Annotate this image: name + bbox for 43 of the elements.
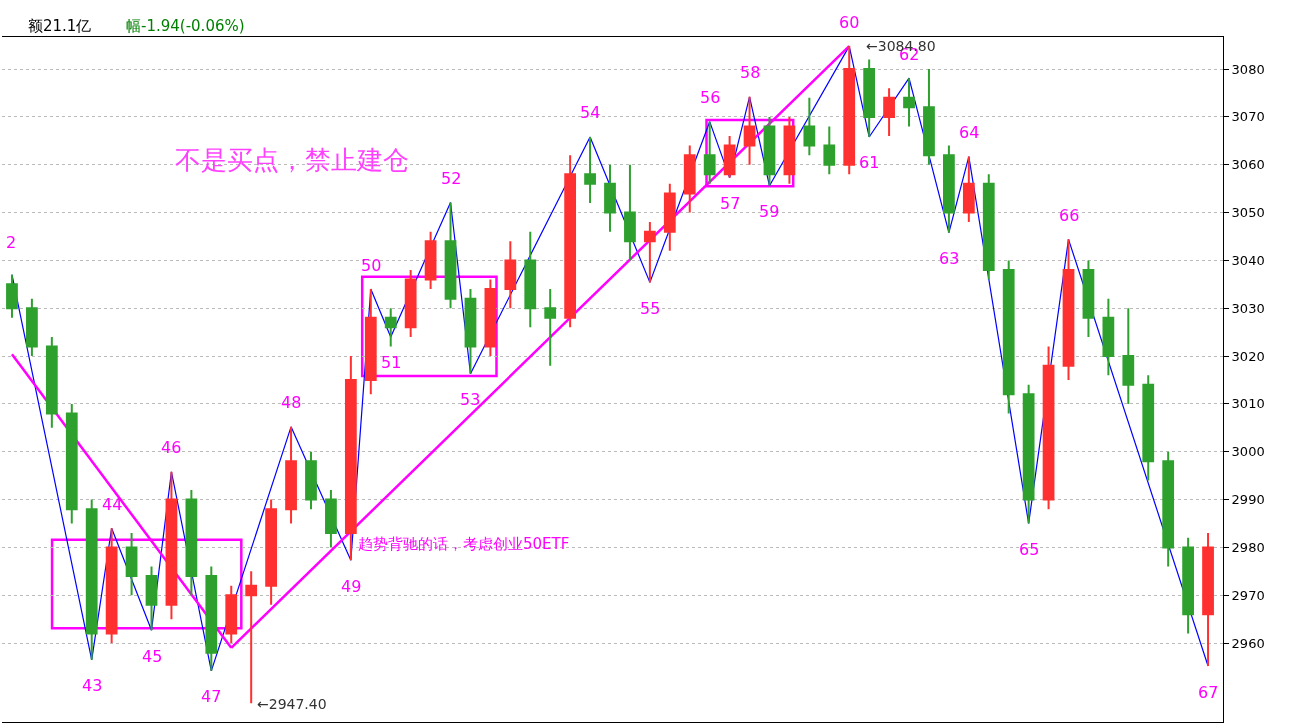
y-tick-label: 3080 xyxy=(1231,61,1265,77)
annotation: 50 xyxy=(361,256,382,275)
annotation: 59 xyxy=(759,202,780,221)
annotation: 49 xyxy=(341,577,362,596)
y-tick-label: 3020 xyxy=(1231,348,1265,364)
annotation: 54 xyxy=(580,103,601,122)
annotation: 56 xyxy=(700,88,721,107)
text: 额21.1亿 xyxy=(28,17,92,35)
annotation: 58 xyxy=(740,63,761,82)
annotation: 67 xyxy=(1198,683,1219,702)
annotation: ←2947.40 xyxy=(257,696,327,712)
y-tick-label: 3010 xyxy=(1231,396,1265,412)
annotation: 趋势背驰的话，考虑创业50ETF xyxy=(358,535,570,553)
annotation: 53 xyxy=(460,390,481,409)
annotation: 65 xyxy=(1019,540,1040,559)
annotation: 47 xyxy=(201,687,222,706)
annotation: 55 xyxy=(640,299,661,318)
y-tick-label: 2960 xyxy=(1231,635,1265,651)
annotation: 64 xyxy=(959,123,980,142)
y-tick-label: 3060 xyxy=(1231,157,1265,173)
y-tick-label: 2970 xyxy=(1231,587,1265,603)
annotation: 2 xyxy=(6,233,17,252)
annotation: 52 xyxy=(441,169,462,188)
annotation: 不是买点，禁止建仓 xyxy=(175,145,409,175)
y-tick-label: 3040 xyxy=(1231,252,1265,268)
annotation: 43 xyxy=(82,676,103,695)
annotation: 48 xyxy=(281,393,302,412)
y-tick-label: 2990 xyxy=(1231,492,1265,508)
annotation: 51 xyxy=(381,353,402,372)
annotation: 44 xyxy=(102,495,123,514)
annotation: 61 xyxy=(859,153,880,172)
annotation: 46 xyxy=(161,438,182,457)
annotation: 45 xyxy=(142,647,163,666)
annotation: 66 xyxy=(1059,206,1080,225)
y-tick-label: 3050 xyxy=(1231,205,1265,221)
y-tick-label: 2980 xyxy=(1231,539,1265,555)
y-tick-label: 3000 xyxy=(1231,444,1265,460)
y-tick-label: 3030 xyxy=(1231,300,1265,316)
annotation: 57 xyxy=(720,194,741,213)
y-tick-label: 3070 xyxy=(1231,109,1265,125)
text: 幅-1.94(-0.06%) xyxy=(126,17,245,35)
annotation: 63 xyxy=(939,249,960,268)
annotation: 60 xyxy=(839,13,860,32)
